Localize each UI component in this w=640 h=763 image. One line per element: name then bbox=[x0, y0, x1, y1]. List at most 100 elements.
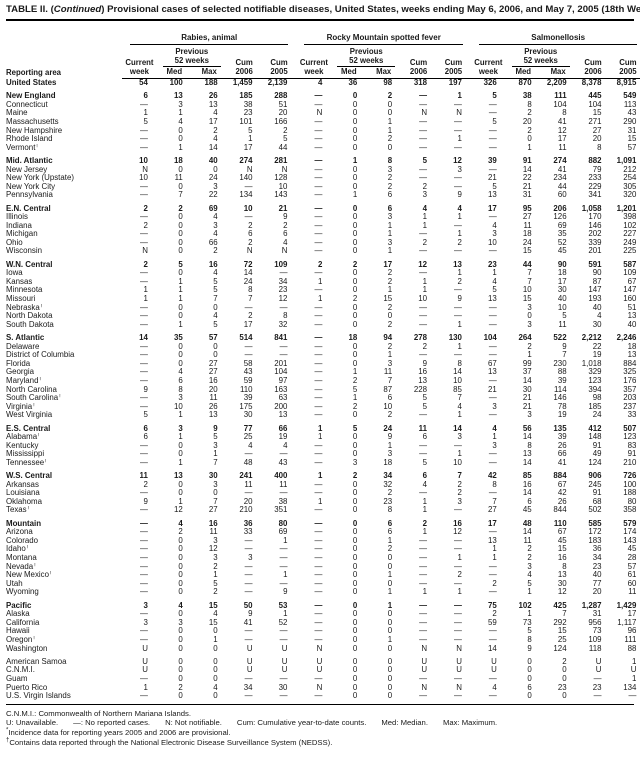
value-cell: 143 bbox=[274, 190, 288, 200]
value-cell: 2 bbox=[387, 488, 393, 498]
value-cell: 2 bbox=[527, 108, 532, 118]
value-cell: — bbox=[244, 341, 253, 351]
value-cell: 0 bbox=[527, 673, 532, 683]
value-cell: 18 bbox=[383, 457, 393, 467]
value-cell: 5 bbox=[213, 432, 218, 442]
value-cell: 15 bbox=[627, 134, 637, 144]
notifiable-diseases-table: Reporting area Rabies, animal Rocky Moun… bbox=[6, 33, 640, 701]
dagger-mark: † bbox=[26, 506, 30, 511]
value-cell: 38 bbox=[522, 91, 532, 101]
week-label: week bbox=[122, 67, 157, 79]
value-cell: 0 bbox=[352, 691, 358, 701]
value-cell: 325 bbox=[623, 367, 637, 377]
value-cell: 30 bbox=[557, 285, 567, 295]
value-cell: 201 bbox=[274, 358, 288, 368]
value-cell: 128 bbox=[274, 173, 288, 183]
med-label: Med bbox=[156, 67, 192, 79]
value-cell: 39 bbox=[557, 432, 567, 442]
value-cell: 14 bbox=[522, 432, 532, 442]
reporting-area-cell: Virginia† bbox=[6, 402, 36, 411]
reporting-area-cell: Mountain bbox=[6, 518, 42, 528]
value-cell: 0 bbox=[213, 673, 218, 683]
value-cell: 1 bbox=[387, 350, 393, 360]
value-cell: 0 bbox=[178, 634, 183, 644]
value-cell: 2 bbox=[248, 311, 253, 321]
value-cell: 134 bbox=[239, 190, 253, 200]
value-cell: 2 bbox=[527, 125, 532, 135]
value-cell: 5 bbox=[283, 134, 288, 144]
value-cell: — bbox=[140, 99, 148, 109]
value-cell: 45 bbox=[522, 505, 532, 515]
value-cell: 228 bbox=[413, 384, 428, 394]
table-row: New Hampshire — 0 2 5 2 — 0 1 — — — 2 12 27 31 bbox=[6, 125, 640, 136]
weeks52-label: 52 weeks bbox=[157, 56, 227, 67]
value-cell: 2 bbox=[178, 527, 183, 537]
reporting-area-cell: Oklahoma bbox=[6, 497, 42, 506]
value-cell: 8 bbox=[387, 155, 393, 165]
value-cell: — bbox=[140, 449, 148, 459]
value-cell: 11 bbox=[558, 142, 567, 152]
value-cell: 34 bbox=[383, 471, 393, 481]
value-cell: N bbox=[316, 108, 323, 118]
value-cell: 109 bbox=[588, 634, 602, 644]
value-cell: — bbox=[314, 544, 323, 554]
value-cell: 23 bbox=[383, 496, 393, 506]
value-cell: 42 bbox=[488, 471, 497, 481]
reporting-area-cell: New York (Upstate) bbox=[6, 174, 74, 183]
value-cell: 3 bbox=[492, 229, 497, 239]
value-cell: 72 bbox=[243, 259, 253, 269]
value-cell: — bbox=[488, 561, 497, 571]
value-cell: 11 bbox=[279, 479, 288, 489]
value-cell: 884 bbox=[553, 471, 567, 481]
value-cell: U bbox=[246, 643, 253, 653]
value-cell: 3 bbox=[248, 553, 253, 563]
table-row: Pennsylvania — 7 22 134 143 — 1 6 3 9 13 31 60 341 320 bbox=[6, 191, 640, 200]
value-cell: 3 bbox=[492, 440, 497, 450]
value-cell: — bbox=[244, 302, 253, 312]
value-cell: 1 bbox=[422, 505, 428, 515]
value-cell: 13 bbox=[208, 99, 218, 109]
value-cell: 2 bbox=[492, 578, 497, 588]
value-cell: — bbox=[488, 302, 497, 312]
value-cell: 445 bbox=[588, 91, 602, 101]
value-cell: 39 bbox=[488, 155, 497, 165]
value-cell: 26 bbox=[208, 401, 218, 411]
value-cell: 4 bbox=[457, 401, 462, 411]
value-cell: — bbox=[419, 229, 428, 239]
value-cell: 1,117 bbox=[617, 617, 637, 627]
value-cell: 7 bbox=[562, 609, 567, 619]
value-cell: 1,018 bbox=[581, 358, 602, 368]
value-cell: 2 bbox=[283, 125, 288, 135]
value-cell: 27 bbox=[488, 505, 497, 515]
value-cell: 85 bbox=[522, 471, 532, 481]
value-cell: 17 bbox=[243, 142, 253, 152]
value-cell: — bbox=[419, 134, 428, 144]
value-cell: 3 bbox=[178, 99, 183, 109]
reporting-area-header: Reporting area bbox=[6, 67, 62, 77]
value-cell: 31 bbox=[627, 125, 637, 135]
value-cell: — bbox=[488, 108, 497, 118]
value-cell: 83 bbox=[627, 440, 637, 450]
value-cell: 45 bbox=[557, 246, 567, 256]
legend-item: Cum: Cumulative year-to-date counts. bbox=[236, 718, 367, 728]
value-cell: 0 bbox=[352, 587, 358, 597]
table-header: Reporting area Rabies, animal Rocky Moun… bbox=[6, 33, 640, 79]
value-cell: — bbox=[419, 246, 428, 256]
value-cell: 9 bbox=[527, 643, 532, 653]
value-cell: 4 bbox=[248, 440, 253, 450]
value-cell: N bbox=[142, 246, 148, 256]
value-cell: 5 bbox=[352, 423, 358, 433]
value-cell: 0 bbox=[213, 691, 218, 701]
value-cell: 51 bbox=[278, 99, 288, 109]
value-cell: 23 bbox=[488, 259, 497, 269]
group-header-rabies: Rabies, animal bbox=[122, 33, 296, 45]
value-cell: 3 bbox=[213, 440, 218, 450]
value-cell: 17 bbox=[627, 609, 637, 619]
value-cell: 27 bbox=[208, 367, 218, 377]
table-row: Iowa — 0 4 14 — — 0 2 — 1 1 7 18 90 109 bbox=[6, 269, 640, 278]
value-cell: 53 bbox=[278, 600, 288, 610]
value-cell: 587 bbox=[623, 259, 637, 269]
value-cell: 6 bbox=[387, 190, 393, 200]
value-cell: — bbox=[314, 212, 323, 222]
value-cell: 2 bbox=[387, 319, 393, 329]
